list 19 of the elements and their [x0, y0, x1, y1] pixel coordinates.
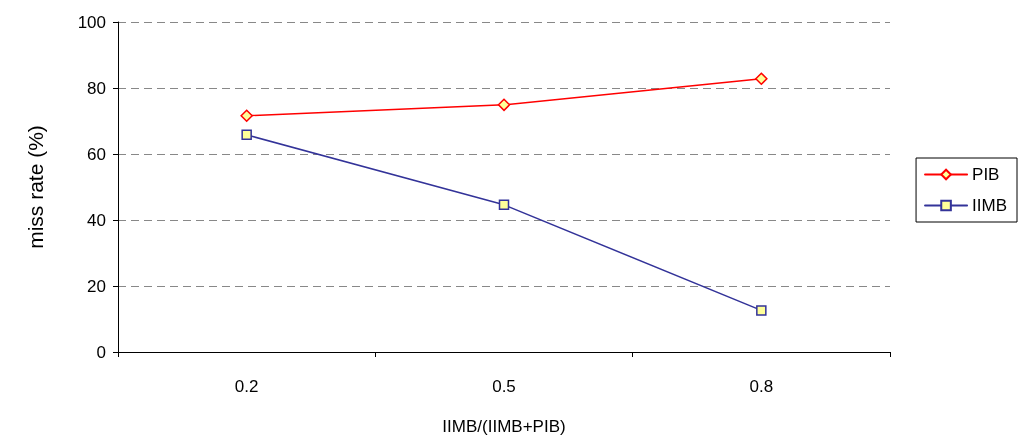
y-axis-title: miss rate (%): [24, 125, 47, 249]
point: [240, 109, 253, 122]
x-tick-label: 0.2: [234, 377, 259, 396]
y-tick-label: 100: [77, 12, 106, 32]
legend-label: IIMB: [972, 196, 1008, 215]
point: [498, 199, 510, 211]
y-tick-label: 20: [87, 276, 106, 296]
y-tick-label: 80: [87, 78, 106, 98]
point: [497, 98, 511, 112]
point: [756, 305, 767, 316]
x-tick-label: 0.5: [492, 377, 516, 396]
legend-label: PIB: [972, 165, 1000, 184]
x-tick-label: 0.8: [749, 377, 774, 396]
y-tick-label: 0: [96, 342, 106, 362]
point: [755, 72, 768, 86]
y-tick-label: 60: [87, 144, 106, 164]
x-axis-title: IIMB/(IIMB+PIB): [442, 417, 566, 436]
point: [241, 129, 252, 141]
y-tick-label: 40: [87, 210, 106, 230]
